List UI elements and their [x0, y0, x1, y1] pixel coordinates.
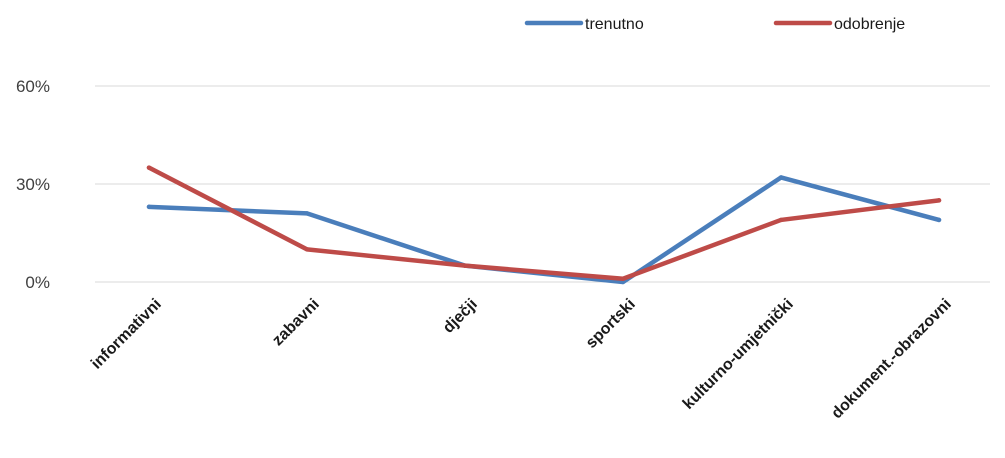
y-tick-label: 60% — [16, 77, 50, 96]
gridlines — [95, 85, 990, 283]
category-label: dječji — [440, 296, 481, 337]
data-point-odobrenje — [462, 263, 468, 268]
category-label: dokument.-obrazovni — [828, 296, 954, 422]
category-label: sportski — [583, 296, 639, 352]
data-point-odobrenje — [620, 276, 626, 281]
data-point-trenutno — [936, 217, 942, 223]
data-point-odobrenje — [936, 198, 942, 203]
legend: trenutno odobrenje — [524, 16, 905, 33]
series-line-odobrenje — [146, 165, 942, 281]
data-point-odobrenje — [778, 217, 784, 223]
data-point-odobrenje — [304, 247, 310, 252]
y-axis-ticks: 0% 30% 60% — [16, 77, 50, 292]
series-lines — [146, 165, 942, 285]
data-point-trenutno — [778, 175, 784, 180]
data-point-odobrenje — [146, 165, 152, 170]
data-point-trenutno — [304, 211, 310, 216]
category-label: zabavni — [269, 296, 323, 350]
data-point-trenutno — [146, 204, 152, 210]
legend-label: trenutno — [585, 16, 644, 33]
y-tick-label: 30% — [16, 175, 50, 194]
y-tick-label: 0% — [25, 273, 50, 292]
category-label: kulturno-umjetnički — [680, 296, 797, 413]
x-axis-categories: informativni zabavni dječji sportski kulturn… — [88, 296, 955, 422]
legend-label: odobrenje — [834, 16, 905, 33]
category-label: informativni — [88, 296, 165, 373]
